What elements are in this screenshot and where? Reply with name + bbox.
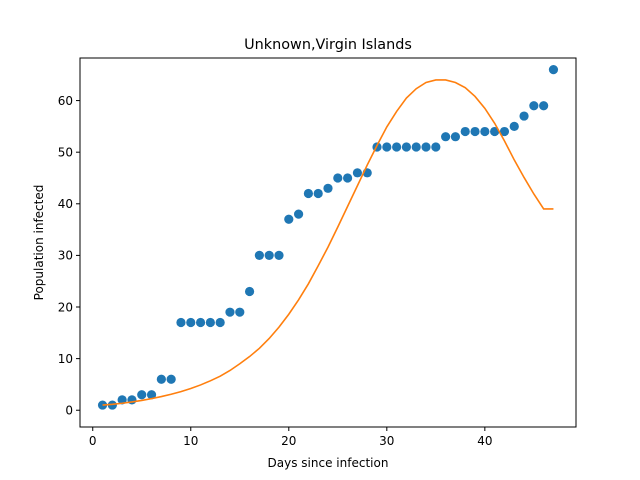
data-point xyxy=(313,188,323,199)
data-point xyxy=(137,390,147,400)
data-point xyxy=(529,101,539,111)
data-point xyxy=(284,214,294,224)
data-point xyxy=(205,317,215,328)
data-point xyxy=(401,142,412,152)
y-tick-label: 30 xyxy=(58,249,73,263)
data-point xyxy=(548,65,559,75)
x-tick-label: 40 xyxy=(477,434,492,448)
data-point xyxy=(539,101,549,111)
data-point xyxy=(460,126,470,137)
data-point xyxy=(235,307,245,317)
y-tick-label: 60 xyxy=(58,94,73,108)
data-point xyxy=(274,250,284,260)
plot-area xyxy=(97,65,559,410)
y-tick-label: 10 xyxy=(58,352,73,366)
y-tick-label: 50 xyxy=(58,145,73,159)
data-point xyxy=(215,317,225,328)
axes-frame xyxy=(79,57,577,428)
y-tick-label: 20 xyxy=(58,300,73,314)
data-point xyxy=(450,132,461,142)
data-point xyxy=(195,317,206,328)
data-point xyxy=(411,142,421,152)
y-axis-label: Population infected xyxy=(32,185,46,301)
data-point xyxy=(186,317,196,328)
x-axis-label: Days since infection xyxy=(268,456,389,470)
x-tick-label: 20 xyxy=(281,434,296,448)
data-point xyxy=(166,374,176,384)
data-point xyxy=(382,142,392,152)
x-tick-label: 0 xyxy=(89,434,97,448)
data-point xyxy=(490,126,500,137)
data-point xyxy=(519,111,529,121)
data-point xyxy=(146,390,157,400)
data-point xyxy=(254,250,264,260)
data-point xyxy=(392,142,402,152)
chart-title: Unknown,Virgin Islands xyxy=(244,37,412,53)
data-point xyxy=(293,209,304,219)
model-fit-line xyxy=(102,79,554,406)
data-point xyxy=(431,142,441,152)
data-point xyxy=(343,173,353,183)
data-point xyxy=(333,173,343,183)
data-point xyxy=(480,126,490,137)
y-axis: 0 10 20 30 40 50 60 xyxy=(58,94,80,418)
data-point xyxy=(352,168,363,178)
x-axis: 0 10 20 30 40 xyxy=(89,427,492,448)
data-point xyxy=(470,126,480,137)
data-point xyxy=(509,121,519,131)
data-point xyxy=(323,183,333,193)
data-point xyxy=(244,286,255,297)
data-point xyxy=(225,307,235,317)
y-tick-label: 40 xyxy=(58,197,73,211)
data-point xyxy=(176,317,186,328)
data-point xyxy=(499,126,510,137)
data-point xyxy=(441,132,451,142)
data-point xyxy=(264,250,274,260)
x-tick-label: 30 xyxy=(379,434,394,448)
y-tick-label: 0 xyxy=(65,404,73,418)
x-tick-label: 10 xyxy=(183,434,198,448)
data-point xyxy=(421,142,431,152)
data-point xyxy=(303,188,313,199)
data-point xyxy=(156,374,166,384)
